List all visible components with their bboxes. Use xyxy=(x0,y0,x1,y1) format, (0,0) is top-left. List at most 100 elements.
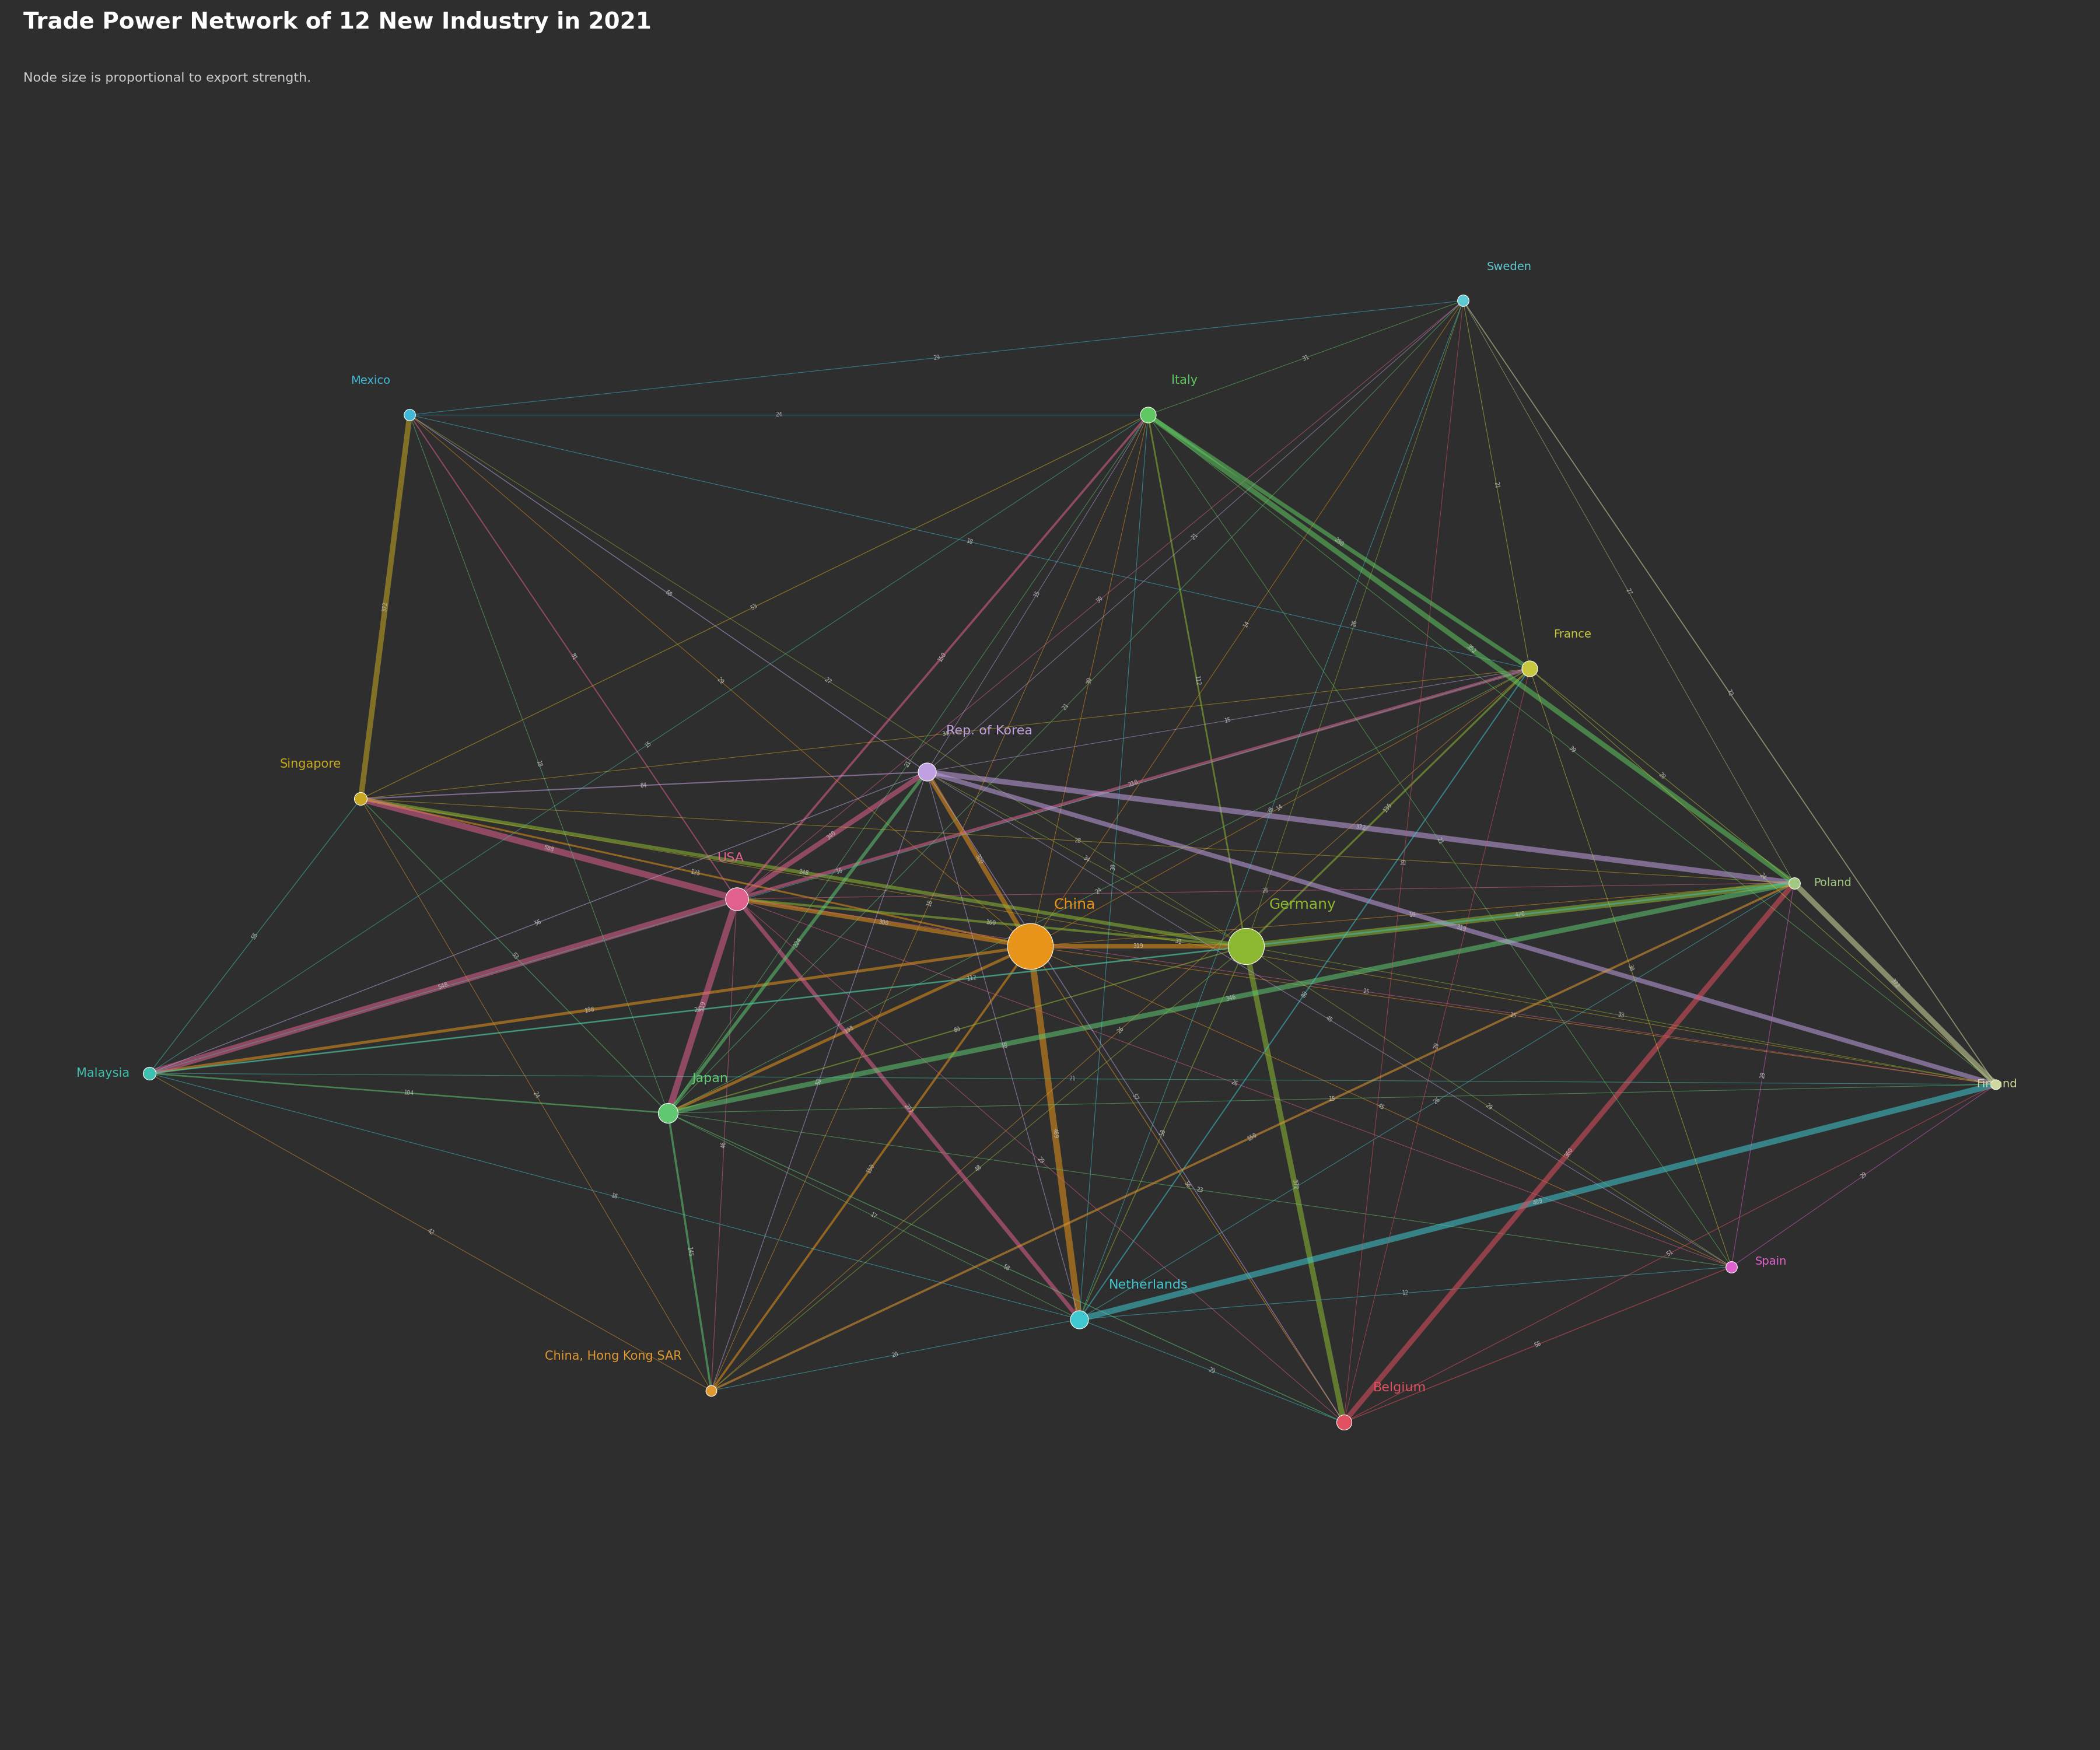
Text: Italy: Italy xyxy=(1172,374,1197,387)
Text: Trade Power Network of 12 New Industry in 2021: Trade Power Network of 12 New Industry i… xyxy=(23,10,651,33)
Text: 31: 31 xyxy=(1302,354,1310,362)
Text: 30: 30 xyxy=(1628,964,1634,971)
Point xyxy=(909,758,943,786)
Text: 469: 469 xyxy=(1052,1127,1058,1138)
Text: 150: 150 xyxy=(865,1162,876,1174)
Text: 21: 21 xyxy=(903,760,911,768)
Text: France: France xyxy=(1554,628,1592,640)
Text: 27: 27 xyxy=(823,676,832,684)
Point xyxy=(132,1059,166,1087)
Text: 548: 548 xyxy=(437,982,449,991)
Point xyxy=(1063,1306,1096,1334)
Text: 26: 26 xyxy=(1350,620,1359,628)
Text: 104: 104 xyxy=(403,1090,414,1097)
Text: 248: 248 xyxy=(798,868,808,877)
Text: 21: 21 xyxy=(1493,481,1499,488)
Text: 372: 372 xyxy=(1890,978,1901,989)
Text: 29: 29 xyxy=(1859,1171,1869,1180)
Text: 300: 300 xyxy=(878,919,888,926)
Text: 33: 33 xyxy=(1617,1011,1625,1018)
Point xyxy=(651,1099,685,1127)
Text: 23: 23 xyxy=(1195,1187,1203,1194)
Text: Rep. of Korea: Rep. of Korea xyxy=(947,724,1033,737)
Text: Finland: Finland xyxy=(1976,1078,2016,1090)
Text: 53: 53 xyxy=(750,602,758,611)
Text: 30: 30 xyxy=(1086,677,1092,684)
Text: 372: 372 xyxy=(1354,824,1365,831)
Text: 346: 346 xyxy=(1226,994,1237,1003)
Text: 16: 16 xyxy=(836,868,844,875)
Text: 26: 26 xyxy=(1115,1026,1126,1034)
Text: 34: 34 xyxy=(1082,854,1090,863)
Text: 340: 340 xyxy=(825,830,838,840)
Text: 29: 29 xyxy=(1208,1367,1216,1376)
Text: 58: 58 xyxy=(1002,1264,1010,1272)
Point xyxy=(1447,287,1480,315)
Point xyxy=(1978,1071,2012,1099)
Text: Node size is proportional to export strength.: Node size is proportional to export stre… xyxy=(23,72,311,84)
Point xyxy=(344,784,378,812)
Text: Mexico: Mexico xyxy=(351,374,391,387)
Text: 51: 51 xyxy=(1665,1250,1674,1258)
Text: 81: 81 xyxy=(569,653,578,662)
Text: 28: 28 xyxy=(1073,838,1082,844)
Text: Singapore: Singapore xyxy=(279,758,340,770)
Text: 72: 72 xyxy=(1726,688,1735,696)
Text: 372: 372 xyxy=(382,602,388,612)
Text: Germany: Germany xyxy=(1268,898,1336,912)
Text: 150: 150 xyxy=(1247,1132,1258,1141)
Text: Spain: Spain xyxy=(1756,1256,1787,1267)
Text: 224: 224 xyxy=(792,936,802,949)
Text: 30: 30 xyxy=(1111,863,1117,872)
Text: 18: 18 xyxy=(536,760,542,768)
Text: 80: 80 xyxy=(953,1026,962,1034)
Text: 26: 26 xyxy=(1231,1078,1239,1087)
Text: 30: 30 xyxy=(1096,595,1105,604)
Text: 409: 409 xyxy=(1531,1197,1544,1206)
Text: 420: 420 xyxy=(1514,912,1525,919)
Text: 18: 18 xyxy=(1409,912,1415,919)
Text: 160: 160 xyxy=(985,919,997,926)
Text: 48: 48 xyxy=(974,1164,983,1172)
Text: Netherlands: Netherlands xyxy=(1109,1279,1189,1292)
Text: 12: 12 xyxy=(1401,1290,1409,1297)
Text: 14: 14 xyxy=(1275,803,1285,812)
Text: Belgium: Belgium xyxy=(1373,1382,1426,1393)
Text: China, Hong Kong SAR: China, Hong Kong SAR xyxy=(546,1351,682,1362)
Text: 16: 16 xyxy=(611,1192,620,1201)
Point xyxy=(1014,933,1048,961)
Text: 58: 58 xyxy=(1533,1340,1541,1349)
Text: 56: 56 xyxy=(1182,1180,1191,1188)
Text: 218: 218 xyxy=(1128,779,1138,788)
Text: 29: 29 xyxy=(1432,1041,1441,1050)
Text: 29: 29 xyxy=(1760,1071,1766,1078)
Text: Poland: Poland xyxy=(1814,877,1852,889)
Text: 84: 84 xyxy=(640,782,647,789)
Text: 360: 360 xyxy=(1564,1146,1575,1158)
Text: 319: 319 xyxy=(1455,924,1468,933)
Text: 15: 15 xyxy=(1224,718,1233,724)
Text: 15: 15 xyxy=(1033,590,1042,599)
Text: China: China xyxy=(1054,898,1096,912)
Text: 53: 53 xyxy=(510,952,519,961)
Text: 18: 18 xyxy=(966,537,974,546)
Text: 26: 26 xyxy=(1432,1097,1441,1106)
Text: 21: 21 xyxy=(1069,1076,1075,1082)
Text: 45: 45 xyxy=(1325,1015,1334,1024)
Text: 24: 24 xyxy=(1094,887,1103,896)
Text: 80: 80 xyxy=(1300,989,1308,999)
Text: 15: 15 xyxy=(1363,989,1369,996)
Text: 17: 17 xyxy=(869,1211,878,1220)
Text: 18: 18 xyxy=(926,898,935,907)
Point xyxy=(1512,654,1546,682)
Text: 280: 280 xyxy=(1334,536,1344,548)
Text: 29: 29 xyxy=(1485,1102,1493,1111)
Text: 130: 130 xyxy=(1382,802,1392,814)
Text: 198: 198 xyxy=(584,1006,596,1013)
Point xyxy=(1327,1409,1361,1437)
Text: 52: 52 xyxy=(815,1078,823,1085)
Text: 26: 26 xyxy=(1262,887,1268,894)
Point xyxy=(720,886,754,914)
Text: 14: 14 xyxy=(1243,620,1252,628)
Text: 26: 26 xyxy=(693,1006,701,1013)
